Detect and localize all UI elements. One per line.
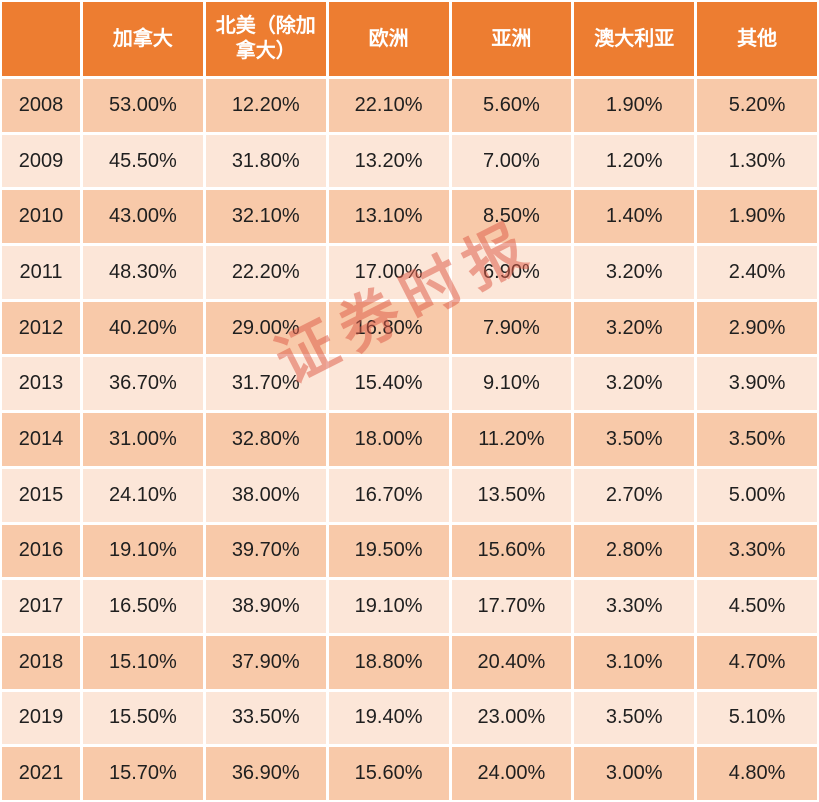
value-cell-2011-col6: 2.40% xyxy=(697,246,817,299)
value-cell-2008-col6: 5.20% xyxy=(697,79,817,132)
value-cell-2016-col5: 2.80% xyxy=(574,524,695,578)
value-cell-2014-col6: 3.50% xyxy=(697,413,817,466)
value-cell-2014-col4: 11.20% xyxy=(451,413,572,466)
column-header-5: 澳大利亚 xyxy=(574,2,695,76)
value-cell-2011-col5: 3.20% xyxy=(574,246,695,299)
column-header-6: 其他 xyxy=(697,2,817,76)
year-cell-2012: 2012 xyxy=(2,301,80,355)
value-cell-2018-col4: 20.40% xyxy=(451,635,572,689)
value-cell-2019-col4: 23.00% xyxy=(451,691,572,745)
value-cell-2011-col4: 6.90% xyxy=(451,246,572,299)
value-cell-2008-col4: 5.60% xyxy=(451,79,572,132)
value-cell-2021-col3: 15.60% xyxy=(328,747,449,800)
value-cell-2018-col5: 3.10% xyxy=(574,635,695,689)
value-cell-2008-col5: 1.90% xyxy=(574,79,695,132)
value-cell-2014-col2: 32.80% xyxy=(205,413,326,466)
value-cell-2019-col1: 15.50% xyxy=(83,691,203,745)
value-cell-2015-col4: 13.50% xyxy=(451,468,572,522)
value-cell-2021-col2: 36.90% xyxy=(205,747,326,800)
value-cell-2008-col2: 12.20% xyxy=(205,79,326,132)
value-cell-2012-col2: 29.00% xyxy=(205,301,326,355)
value-cell-2018-col3: 18.80% xyxy=(328,635,449,689)
value-cell-2014-col5: 3.50% xyxy=(574,413,695,466)
value-cell-2019-col3: 19.40% xyxy=(328,691,449,745)
value-cell-2013-col4: 9.10% xyxy=(451,357,572,411)
corner-header-cell xyxy=(2,2,80,76)
year-cell-2011: 2011 xyxy=(2,246,80,299)
value-cell-2009-col2: 31.80% xyxy=(205,134,326,188)
value-cell-2021-col4: 24.00% xyxy=(451,747,572,800)
value-cell-2017-col4: 17.70% xyxy=(451,580,572,633)
value-cell-2016-col6: 3.30% xyxy=(697,524,817,578)
value-cell-2010-col1: 43.00% xyxy=(83,190,203,244)
value-cell-2018-col1: 15.10% xyxy=(83,635,203,689)
value-cell-2012-col1: 40.20% xyxy=(83,301,203,355)
year-cell-2017: 2017 xyxy=(2,580,80,633)
value-cell-2009-col1: 45.50% xyxy=(83,134,203,188)
value-cell-2009-col3: 13.20% xyxy=(328,134,449,188)
value-cell-2016-col1: 19.10% xyxy=(83,524,203,578)
value-cell-2010-col4: 8.50% xyxy=(451,190,572,244)
value-cell-2012-col3: 16.80% xyxy=(328,301,449,355)
year-cell-2015: 2015 xyxy=(2,468,80,522)
value-cell-2018-col6: 4.70% xyxy=(697,635,817,689)
value-cell-2013-col2: 31.70% xyxy=(205,357,326,411)
value-cell-2017-col5: 3.30% xyxy=(574,580,695,633)
year-cell-2021: 2021 xyxy=(2,747,80,800)
value-cell-2010-col6: 1.90% xyxy=(697,190,817,244)
value-cell-2019-col2: 33.50% xyxy=(205,691,326,745)
year-cell-2010: 2010 xyxy=(2,190,80,244)
value-cell-2014-col3: 18.00% xyxy=(328,413,449,466)
column-header-1: 加拿大 xyxy=(83,2,203,76)
value-cell-2021-col6: 4.80% xyxy=(697,747,817,800)
value-cell-2013-col1: 36.70% xyxy=(83,357,203,411)
value-cell-2014-col1: 31.00% xyxy=(83,413,203,466)
value-cell-2012-col4: 7.90% xyxy=(451,301,572,355)
value-cell-2019-col5: 3.50% xyxy=(574,691,695,745)
value-cell-2015-col3: 16.70% xyxy=(328,468,449,522)
value-cell-2015-col2: 38.00% xyxy=(205,468,326,522)
value-cell-2017-col2: 38.90% xyxy=(205,580,326,633)
value-cell-2018-col2: 37.90% xyxy=(205,635,326,689)
column-header-4: 亚洲 xyxy=(451,2,572,76)
value-cell-2013-col6: 3.90% xyxy=(697,357,817,411)
value-cell-2012-col6: 2.90% xyxy=(697,301,817,355)
value-cell-2016-col2: 39.70% xyxy=(205,524,326,578)
value-cell-2015-col6: 5.00% xyxy=(697,468,817,522)
year-cell-2016: 2016 xyxy=(2,524,80,578)
year-cell-2008: 2008 xyxy=(2,79,80,132)
value-cell-2017-col6: 4.50% xyxy=(697,580,817,633)
value-cell-2008-col1: 53.00% xyxy=(83,79,203,132)
value-cell-2016-col4: 15.60% xyxy=(451,524,572,578)
year-cell-2018: 2018 xyxy=(2,635,80,689)
year-cell-2009: 2009 xyxy=(2,134,80,188)
year-cell-2014: 2014 xyxy=(2,413,80,466)
column-header-2: 北美（除加拿大） xyxy=(205,2,326,76)
value-cell-2008-col3: 22.10% xyxy=(328,79,449,132)
value-cell-2015-col1: 24.10% xyxy=(83,468,203,522)
value-cell-2011-col1: 48.30% xyxy=(83,246,203,299)
value-cell-2010-col5: 1.40% xyxy=(574,190,695,244)
column-header-3: 欧洲 xyxy=(328,2,449,76)
value-cell-2013-col5: 3.20% xyxy=(574,357,695,411)
value-cell-2012-col5: 3.20% xyxy=(574,301,695,355)
value-cell-2021-col5: 3.00% xyxy=(574,747,695,800)
value-cell-2013-col3: 15.40% xyxy=(328,357,449,411)
value-cell-2009-col6: 1.30% xyxy=(697,134,817,188)
value-cell-2009-col4: 7.00% xyxy=(451,134,572,188)
value-cell-2019-col6: 5.10% xyxy=(697,691,817,745)
value-cell-2021-col1: 15.70% xyxy=(83,747,203,800)
value-cell-2009-col5: 1.20% xyxy=(574,134,695,188)
value-cell-2011-col2: 22.20% xyxy=(205,246,326,299)
value-cell-2017-col1: 16.50% xyxy=(83,580,203,633)
value-cell-2016-col3: 19.50% xyxy=(328,524,449,578)
year-cell-2019: 2019 xyxy=(2,691,80,745)
value-cell-2017-col3: 19.10% xyxy=(328,580,449,633)
value-cell-2015-col5: 2.70% xyxy=(574,468,695,522)
year-cell-2013: 2013 xyxy=(2,357,80,411)
value-cell-2010-col3: 13.10% xyxy=(328,190,449,244)
value-cell-2010-col2: 32.10% xyxy=(205,190,326,244)
value-cell-2011-col3: 17.00% xyxy=(328,246,449,299)
